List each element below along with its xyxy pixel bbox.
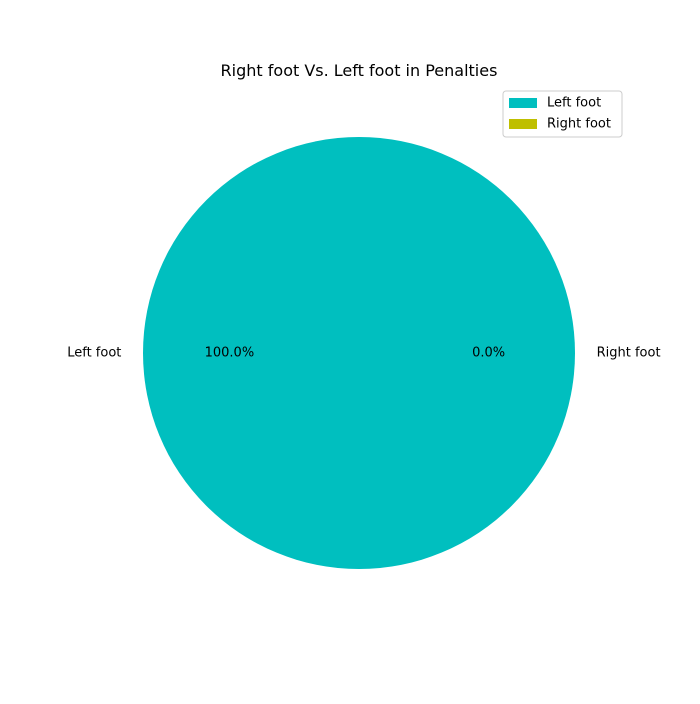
legend-label-left-foot: Left foot xyxy=(547,96,601,111)
pie-slice-left-foot xyxy=(143,137,575,569)
legend-entries: Left foot Right foot xyxy=(509,96,611,132)
pie-slices xyxy=(143,137,575,569)
legend: Left foot Right foot xyxy=(502,90,623,138)
slice-percent-right-foot: 0.0% xyxy=(472,346,505,361)
legend-label-right-foot: Right foot xyxy=(547,117,611,132)
pie-labels: Left foot 100.0% Right foot 0.0% xyxy=(67,346,660,361)
slice-percent-left-foot: 100.0% xyxy=(205,346,255,361)
chart-title: Right foot Vs. Left foot in Penalties xyxy=(221,61,498,80)
slice-label-left-foot: Left foot xyxy=(67,346,121,361)
legend-swatch-left-foot xyxy=(509,98,537,108)
legend-swatch-right-foot xyxy=(509,119,537,129)
slice-label-right-foot: Right foot xyxy=(597,346,661,361)
